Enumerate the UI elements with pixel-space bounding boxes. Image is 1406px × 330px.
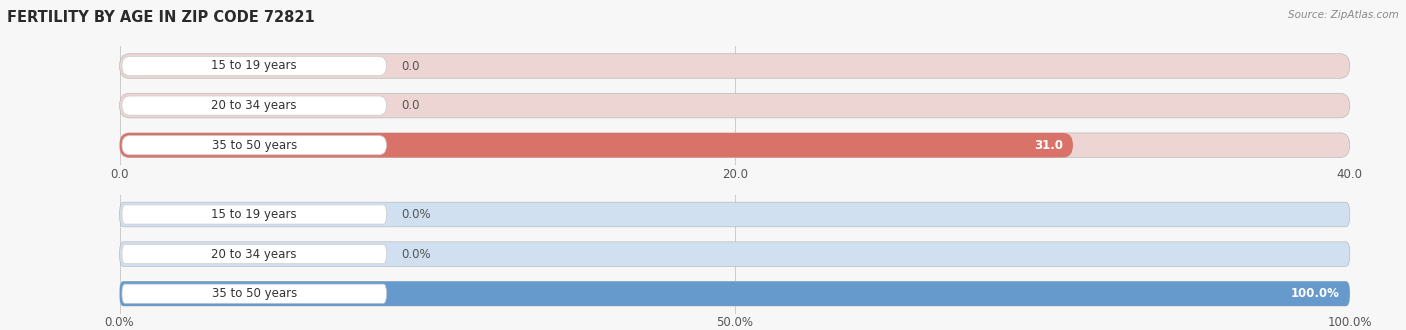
Text: 0.0%: 0.0% xyxy=(401,248,430,261)
FancyBboxPatch shape xyxy=(122,56,387,76)
Text: 15 to 19 years: 15 to 19 years xyxy=(211,208,297,221)
FancyBboxPatch shape xyxy=(120,133,1073,157)
FancyBboxPatch shape xyxy=(122,245,387,264)
Text: 20 to 34 years: 20 to 34 years xyxy=(211,248,297,261)
FancyBboxPatch shape xyxy=(120,133,1350,157)
Text: 20 to 34 years: 20 to 34 years xyxy=(211,99,297,112)
FancyBboxPatch shape xyxy=(122,136,387,155)
FancyBboxPatch shape xyxy=(122,205,387,224)
FancyBboxPatch shape xyxy=(122,284,387,303)
Text: 0.0: 0.0 xyxy=(401,59,420,73)
Text: 35 to 50 years: 35 to 50 years xyxy=(211,287,297,300)
FancyBboxPatch shape xyxy=(120,93,1350,118)
FancyBboxPatch shape xyxy=(120,242,1350,266)
FancyBboxPatch shape xyxy=(122,96,387,115)
Text: 0.0%: 0.0% xyxy=(401,208,430,221)
Text: Source: ZipAtlas.com: Source: ZipAtlas.com xyxy=(1288,10,1399,20)
Text: 15 to 19 years: 15 to 19 years xyxy=(211,59,297,73)
FancyBboxPatch shape xyxy=(120,281,1350,306)
Text: 31.0: 31.0 xyxy=(1033,139,1063,152)
FancyBboxPatch shape xyxy=(120,202,1350,227)
Text: FERTILITY BY AGE IN ZIP CODE 72821: FERTILITY BY AGE IN ZIP CODE 72821 xyxy=(7,10,315,25)
Text: 100.0%: 100.0% xyxy=(1291,287,1340,300)
Text: 35 to 50 years: 35 to 50 years xyxy=(211,139,297,152)
FancyBboxPatch shape xyxy=(120,54,1350,78)
Text: 0.0: 0.0 xyxy=(401,99,420,112)
FancyBboxPatch shape xyxy=(120,281,1350,306)
